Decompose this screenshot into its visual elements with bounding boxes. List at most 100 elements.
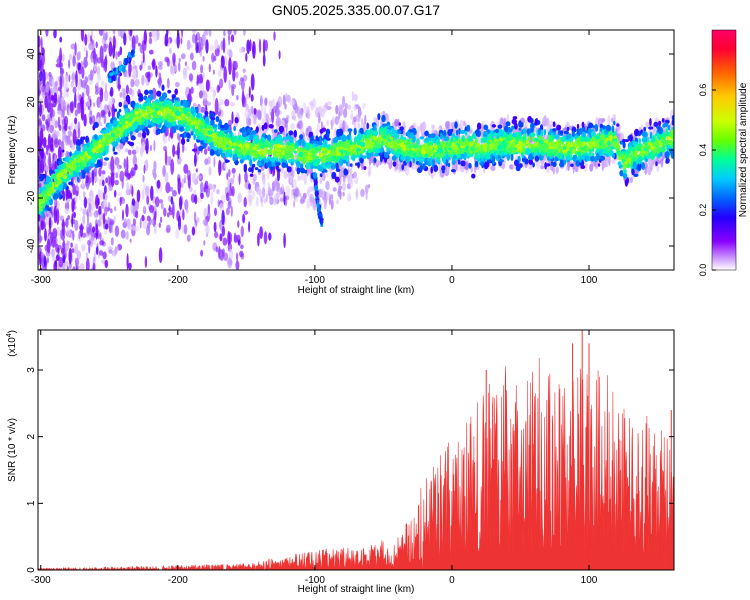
heatmap-noise-cell [123,158,127,170]
heatmap-streak-cell [271,108,275,124]
heatmap-noise-cell [207,211,211,221]
heatmap-noise-cell [145,185,150,198]
heatmap-noise-cell [47,114,50,119]
heatmap-streak-cell [131,198,135,206]
heatmap-noise-cell [105,19,108,30]
heatmap-ridge-cell [323,139,328,147]
heatmap-streak-cell [104,185,107,195]
heatmap-streak-cell [71,213,74,228]
heatmap-streak-cell [232,66,236,82]
heatmap-streak-cell [60,247,65,254]
heatmap-noise-cell [224,162,227,169]
heatmap-ridge-cell [624,139,629,143]
heatmap-noise-cell [238,80,242,86]
heatmap-noise-cell [120,229,126,239]
heatmap-streak-cell [74,92,77,109]
heatmap-streak-cell [238,173,241,186]
heatmap-noise-cell [71,71,76,84]
heatmap-noise-cell [281,183,284,190]
heatmap-streak-cell [40,159,44,174]
heatmap-ridge-cell [391,149,395,155]
heatmap-noise-cell [191,60,197,71]
heatmap-noise-cell [236,94,239,101]
heatmap-noise-cell [104,19,107,25]
heatmap-noise-cell [148,0,151,5]
heatmap-noise-cell [182,70,188,80]
heatmap-noise-cell [71,248,75,253]
heatmap-noise-cell [141,74,145,86]
heatmap-noise-cell [38,289,41,301]
heatmap-streak-cell [39,127,44,146]
heatmap-ridge-cell [172,94,176,98]
heatmap-noise-cell [75,190,79,197]
heatmap-noise-cell [58,256,64,268]
heatmap-streak-cell [147,71,151,83]
heatmap-noise-cell [92,102,96,107]
heatmap-noise-cell [178,57,181,63]
heatmap-noise-cell [54,287,58,296]
heatmap-streak-cell [64,123,68,132]
heatmap-streak-cell [72,128,77,145]
heatmap-noise-cell [589,163,594,172]
heatmap-ridge-cell [339,158,344,167]
heatmap-noise-cell [204,180,209,190]
heatmap-streak-cell [69,101,74,112]
heatmap-noise-cell [181,0,185,3]
heatmap-noise-cell [208,166,212,176]
heatmap-noise-cell [256,196,259,207]
heatmap-noise-cell [48,71,52,77]
heatmap-noise-cell [107,216,110,226]
heatmap-noise-cell [72,86,77,94]
heatmap-streak-cell [110,156,115,174]
heatmap-noise-cell [74,219,79,231]
heatmap-noise-cell [111,249,117,257]
heatmap-ridge-cell [497,124,503,129]
heatmap-noise-cell [72,266,76,270]
heatmap-noise-cell [114,206,117,212]
heatmap-streak-cell [219,233,223,242]
heatmap-noise-cell [77,91,80,103]
heatmap-noise-cell [92,262,96,270]
heatmap-noise-cell [60,269,62,270]
heatmap-ridge-cell [198,145,203,152]
heatmap-streak-cell [44,95,48,109]
heatmap-noise-cell [217,199,220,208]
heatmap-ridge-cell [552,131,556,135]
heatmap-noise-cell [268,100,274,107]
heatmap-streak-cell [112,44,116,59]
heatmap-ridge-cell [512,116,518,120]
heatmap-ridge-cell [486,129,490,133]
heatmap-noise-cell [188,73,194,82]
heatmap-noise-cell [265,192,268,203]
heatmap-noise-cell [130,203,134,214]
heatmap-streak-cell [95,223,99,240]
heatmap-streak-cell [214,97,219,115]
heatmap-streak-cell [194,194,198,205]
heatmap-noise-cell [196,217,200,223]
heatmap-ridge-cell [299,167,305,173]
heatmap-noise-cell [76,250,82,260]
heatmap-noise-cell [129,238,132,243]
heatmap-ridge-cell [495,150,499,155]
heatmap-noise-cell [490,165,496,172]
heatmap-streak-cell [104,56,108,73]
heatmap-noise-cell [224,99,230,107]
heatmap-noise-cell [81,244,86,252]
heatmap-noise-cell [228,80,231,90]
heatmap-noise-cell [219,78,224,89]
heatmap-noise-cell [108,184,113,192]
heatmap-noise-cell [91,39,94,45]
heatmap-noise-cell [37,306,41,311]
heatmap-streak-cell [172,144,176,157]
heatmap-noise-cell [312,199,317,211]
heatmap-noise-cell [216,189,220,195]
heatmap-noise-cell [110,61,116,70]
heatmap-noise-cell [70,43,76,50]
heatmap-noise-cell [214,231,219,239]
heatmap-streak-cell [205,79,210,92]
heatmap-noise-cell [72,55,76,67]
heatmap-ridge-cell [113,108,117,112]
heatmap-noise-cell [264,97,268,107]
heatmap-noise-cell [215,246,219,253]
